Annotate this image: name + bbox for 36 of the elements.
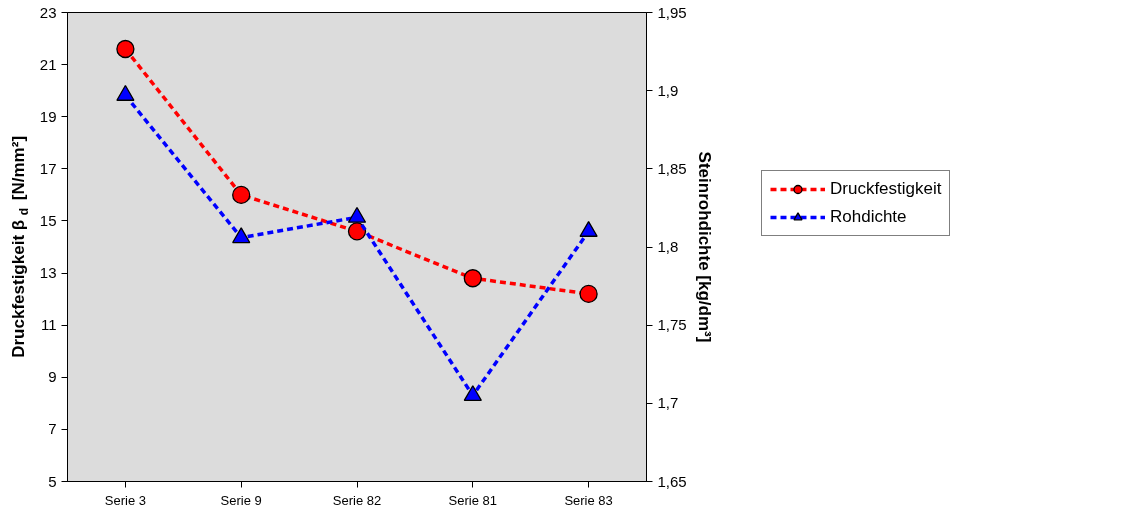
y-tick-label: 15 (39, 211, 57, 229)
x-tick-label: Serie 82 (332, 492, 382, 508)
y2-axis-title: Steinrohdichte [kg/dm³] (694, 151, 714, 343)
y2-tick-label: 1,7 (657, 394, 679, 412)
y2-tick-label: 1,65 (657, 472, 687, 490)
y2-tick-label: 1,8 (657, 238, 679, 255)
x-tick-label: Serie 3 (104, 492, 147, 508)
point (579, 220, 598, 237)
legend-label: Rohdichte (830, 207, 907, 227)
y2-tick-label: 1,85 (657, 159, 687, 177)
point (347, 222, 367, 241)
y-tick-label: 7 (48, 420, 57, 438)
point (232, 185, 251, 205)
y-axis-title: Druckfestigkeit βd [N/mm²] (9, 135, 31, 358)
point (579, 284, 598, 304)
y-tick-label: 21 (39, 55, 57, 73)
point (463, 385, 482, 402)
point (463, 269, 482, 288)
x-tick-label: Serie 81 (448, 492, 498, 508)
y-tick-label: 17 (39, 159, 57, 177)
point (347, 206, 367, 223)
y-tick-label: 19 (39, 107, 57, 125)
point (116, 39, 135, 59)
y-tick-label: 5 (48, 472, 57, 490)
y-tick-label: 13 (39, 264, 57, 282)
y-tick-label: 11 (40, 316, 57, 334)
y-tick-label: 23 (39, 3, 57, 21)
point (232, 227, 251, 244)
y2-tick-label: 1,9 (657, 81, 679, 99)
x-tick-label: Serie 9 (220, 492, 262, 508)
point (116, 84, 135, 101)
y-tick-label: 9 (48, 368, 57, 386)
x-tick-label: Serie 83 (564, 492, 613, 508)
legend-label: Druckfestigkeit (830, 179, 942, 199)
y2-tick-label: 1,95 (657, 3, 687, 21)
y2-tick-label: 1,75 (657, 316, 687, 334)
